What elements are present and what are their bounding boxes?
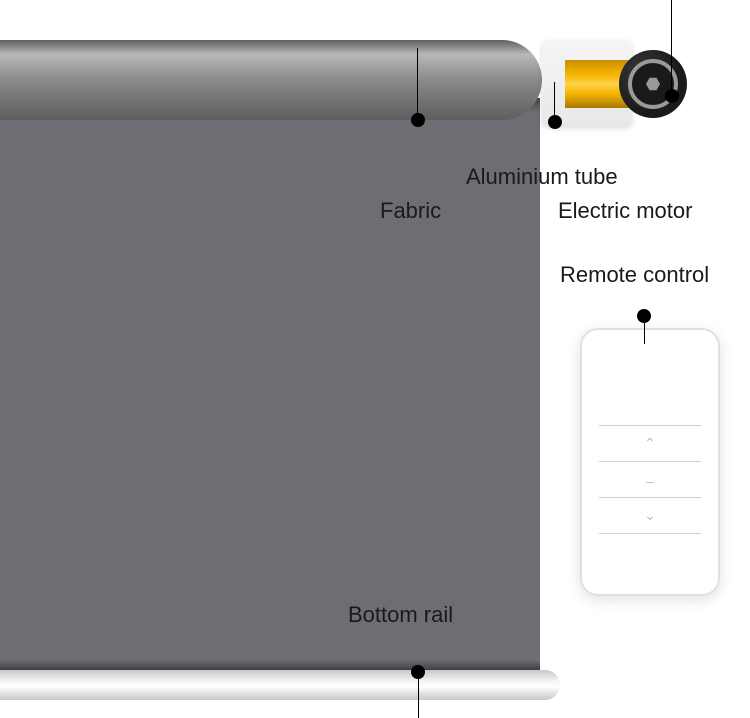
leader-bottom-rail	[418, 672, 419, 718]
remote-button-glyph[interactable]: ⌄	[644, 507, 656, 524]
leader-aluminium-tube	[554, 82, 555, 122]
label-fabric: Fabric	[380, 198, 441, 224]
leader-electric-motor	[671, 0, 672, 96]
leader-fabric	[417, 48, 418, 120]
fabric-panel	[0, 98, 540, 670]
label-remote-control: Remote control	[560, 262, 709, 288]
aluminium-tube	[0, 40, 542, 120]
callout-dot-fabric	[411, 113, 425, 127]
remote-button-glyph[interactable]: –	[646, 473, 654, 489]
remote-divider	[599, 533, 701, 534]
remote-control: ⌃ – ⌄	[580, 328, 720, 596]
label-aluminium-tube: Aluminium tube	[466, 164, 618, 190]
callout-dot-electric-motor	[665, 89, 679, 103]
leader-remote-control	[644, 316, 645, 344]
remote-divider	[599, 497, 701, 498]
callout-dot-aluminium-tube	[548, 115, 562, 129]
remote-divider	[599, 461, 701, 462]
label-bottom-rail: Bottom rail	[348, 602, 453, 628]
bottom-rail	[0, 670, 560, 700]
diagram-stage: ⌃ – ⌄ Fabric Aluminium tube Electric motor…	[0, 0, 750, 716]
remote-button-glyph[interactable]: ⌃	[644, 435, 656, 452]
label-electric-motor: Electric motor	[558, 198, 692, 224]
remote-divider	[599, 425, 701, 426]
